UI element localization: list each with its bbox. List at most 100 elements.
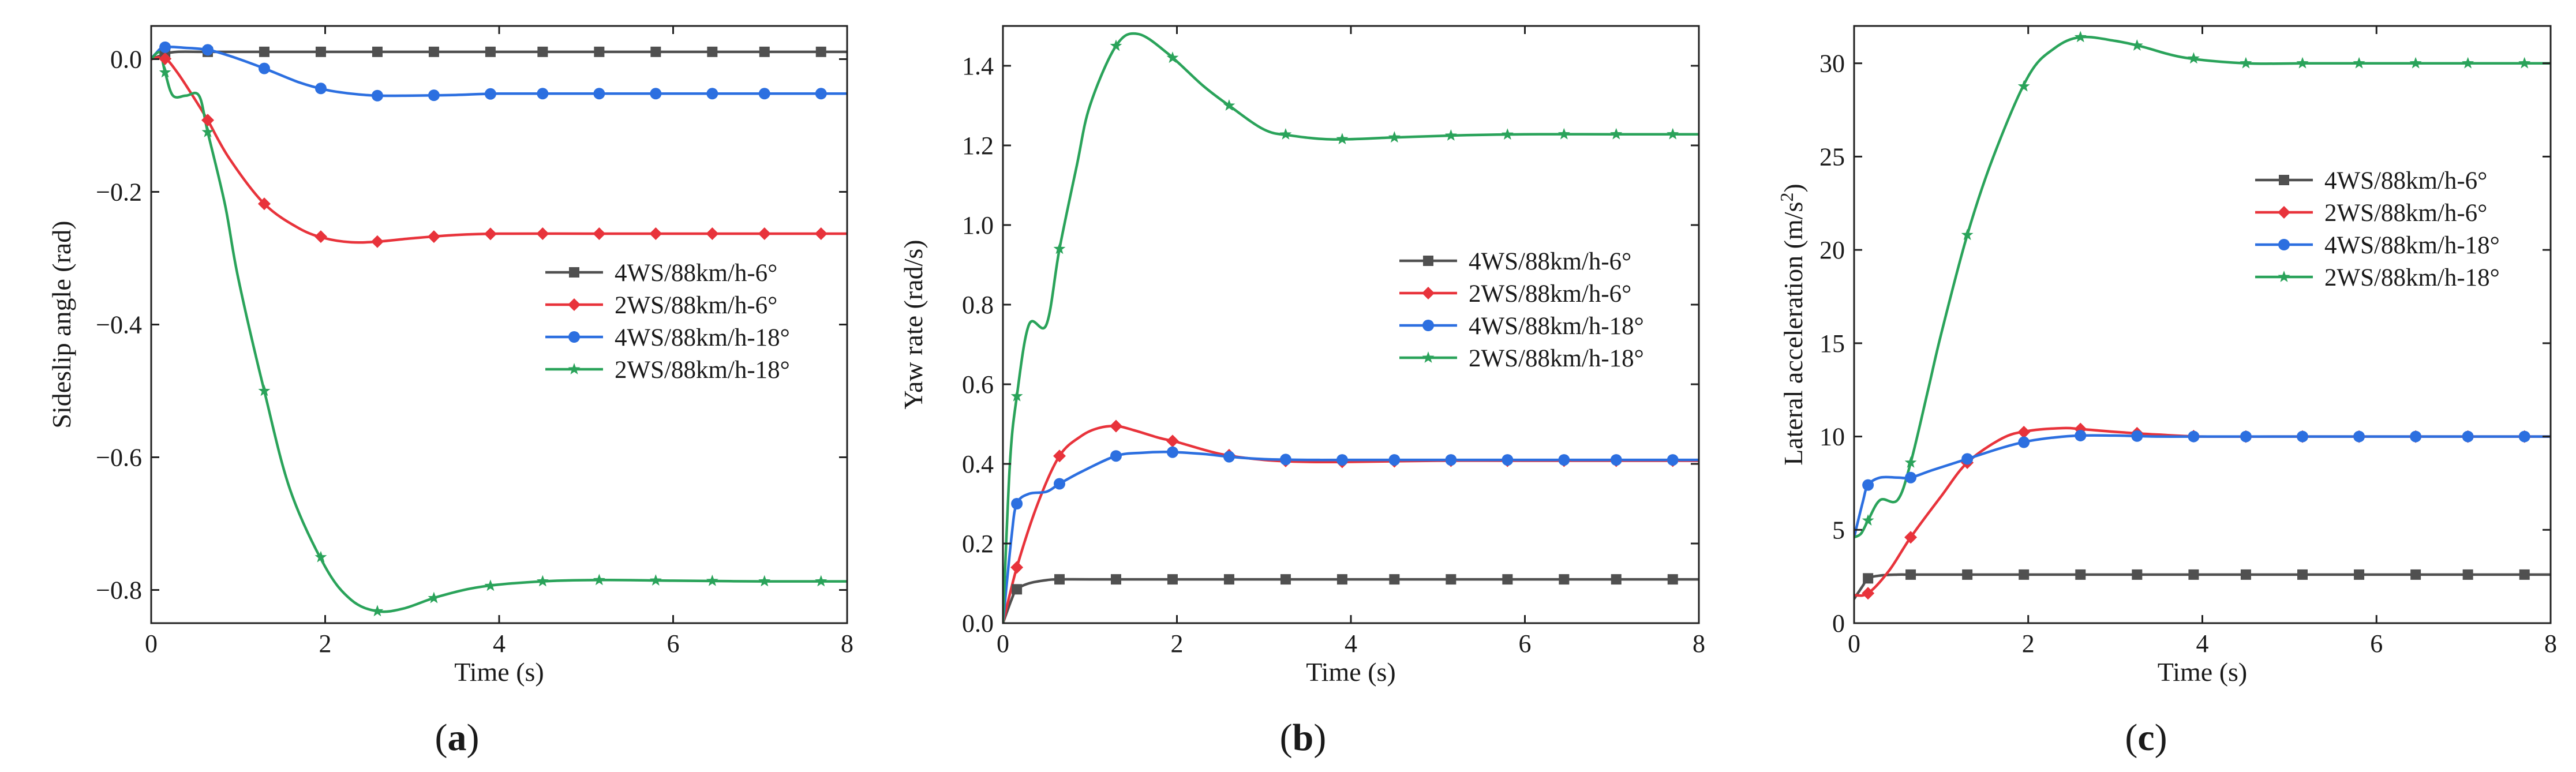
- data-point: [2297, 430, 2309, 443]
- data-point: [1279, 454, 1291, 466]
- panel-label-open: (: [2125, 717, 2137, 759]
- legend-label: 4WS/88km/h-18°: [615, 324, 790, 351]
- data-point: [314, 83, 327, 95]
- data-point: [1011, 498, 1023, 509]
- x-tick-label: 2: [1171, 629, 1184, 658]
- data-point: [1667, 128, 1679, 140]
- data-point: [815, 88, 827, 100]
- legend-label: 4WS/88km/h-6°: [1469, 248, 1631, 275]
- data-point: [2018, 436, 2030, 448]
- data-point: [1053, 478, 1065, 490]
- data-point: [201, 126, 214, 137]
- data-point: [815, 46, 826, 57]
- y-tick-label: 0.0: [110, 46, 142, 74]
- series-line-4: [1003, 32, 1699, 623]
- data-point: [201, 44, 214, 56]
- data-point: [159, 41, 171, 53]
- data-point: [1558, 454, 1570, 466]
- data-point: [2240, 569, 2251, 580]
- data-point: [1223, 99, 1235, 111]
- legend-label: 4WS/88km/h-18°: [2324, 232, 2500, 259]
- data-point: [372, 46, 383, 57]
- series-line-4: [1854, 35, 2551, 539]
- y-axis-title: Lateral acceleration (m/s2): [1776, 183, 1808, 466]
- data-point: [2462, 430, 2474, 443]
- data-point: [814, 227, 828, 240]
- data-point: [1336, 574, 1347, 585]
- data-point: [1862, 514, 1874, 526]
- data-point: [2296, 57, 2309, 69]
- data-point: [1444, 129, 1457, 141]
- data-point: [2518, 430, 2530, 443]
- data-point: [2354, 569, 2365, 580]
- legend-label: 2WS/88km/h-18°: [615, 357, 790, 384]
- data-point: [1557, 128, 1570, 140]
- legend-label: 4WS/88km/h-6°: [615, 260, 777, 287]
- panel-label-close: ): [2155, 717, 2167, 759]
- data-point: [815, 575, 828, 587]
- x-tick-label: 4: [2196, 629, 2209, 658]
- y-axis-title-end: ): [1779, 183, 1808, 192]
- data-point: [1862, 479, 1874, 491]
- legend-marker: [568, 331, 580, 343]
- data-point: [1110, 450, 1122, 462]
- x-tick-label: 6: [2370, 629, 2383, 658]
- data-point: [159, 66, 171, 78]
- legend-marker: [1423, 256, 1433, 266]
- data-point: [758, 88, 770, 100]
- y-tick-label: 0.4: [962, 450, 994, 478]
- data-point: [2410, 430, 2422, 443]
- y-tick-label: −0.4: [96, 311, 142, 339]
- data-point: [2188, 569, 2199, 580]
- data-point: [1862, 587, 1875, 600]
- data-point: [1389, 574, 1400, 585]
- data-point: [315, 46, 326, 57]
- chart-panel-c: 0 2 4 6 8 0 5 10 15 20 25 30 Time (s) Lateral acceler…: [1776, 25, 2557, 759]
- data-point: [1336, 454, 1348, 466]
- legend-label: 2WS/88km/h-18°: [1469, 345, 1644, 372]
- data-point: [1905, 471, 1917, 484]
- data-point: [1223, 451, 1235, 463]
- data-point: [258, 384, 271, 396]
- data-point: [258, 62, 270, 74]
- legend-label: 2WS/88km/h-6°: [615, 292, 777, 319]
- data-point: [1388, 454, 1401, 466]
- chart-panel-b: 0 2 4 6 8 0.0 0.2 0.4 0.6 0.8 1.0 1.2 1.4 Time (s) Yaw…: [898, 25, 1705, 759]
- panel-label-letter: c: [2137, 717, 2154, 759]
- legend-marker: [2278, 271, 2290, 282]
- panel-label-close: ): [1313, 717, 1326, 759]
- data-point: [1610, 454, 1622, 466]
- data-point: [1054, 574, 1065, 585]
- data-point: [484, 227, 497, 241]
- data-point: [593, 227, 606, 240]
- data-point: [2075, 569, 2086, 580]
- x-tick-label: 6: [1519, 629, 1532, 658]
- data-point: [159, 52, 172, 65]
- panel-label-open: (: [435, 717, 448, 759]
- y-tick-label: −0.6: [96, 444, 142, 472]
- x-tick-label: 0: [145, 629, 158, 658]
- data-point: [2297, 569, 2308, 580]
- series-line-3: [1003, 450, 1699, 623]
- y-tick-label: −0.2: [96, 178, 142, 207]
- data-point: [1501, 128, 1514, 140]
- data-point: [759, 46, 770, 57]
- x-axis-title: Time (s): [2158, 657, 2248, 687]
- y-tick-label: 1.4: [962, 52, 994, 80]
- data-point: [650, 46, 661, 57]
- data-point: [2017, 80, 2030, 92]
- y-axis-title: Yaw rate (rad/s): [898, 239, 928, 409]
- data-point: [1667, 454, 1679, 466]
- data-point: [2132, 569, 2143, 580]
- data-point: [428, 46, 439, 57]
- data-point: [1502, 574, 1513, 585]
- x-tick-label: 0: [1848, 629, 1860, 658]
- data-point: [371, 605, 384, 617]
- data-point: [1962, 569, 1973, 580]
- data-point: [1053, 449, 1066, 463]
- data-point: [2019, 569, 2030, 580]
- legend-label: 2WS/88km/h-6°: [1469, 280, 1631, 308]
- x-axis-title: Time (s): [1306, 657, 1396, 687]
- series-line-1: [151, 50, 847, 61]
- data-point: [257, 197, 271, 211]
